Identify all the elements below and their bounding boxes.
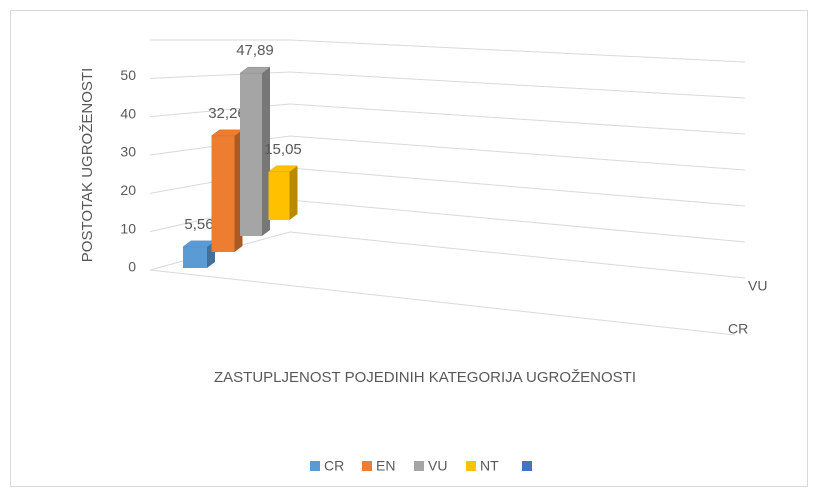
bar-front [268,171,290,220]
y-tick-label: 50 [120,67,136,83]
legend-label: VU [428,458,447,474]
x-axis-title: ZASTUPLJENOST POJEDINIH KATEGORIJA UGROŽ… [214,369,636,386]
grid-line [149,103,746,135]
legend-swatch [310,461,320,471]
data-label: 5,56 [184,216,213,233]
legend-label: CR [324,458,344,474]
chart-border [10,10,808,487]
y-axis-title: POSTOTAK UGROŽENOSTI [79,68,96,262]
y-tick-label: 0 [128,259,136,275]
legend-label: NT [480,458,499,474]
data-label: 15,05 [264,141,302,158]
bar-front [240,73,262,236]
bar-side [262,67,270,236]
y-tick-label: 30 [120,144,136,160]
bar-top [267,165,299,173]
bar [267,165,299,220]
bar-front [183,246,207,268]
legend-swatch [522,461,532,471]
data-label: 47,89 [236,42,274,59]
legend-swatch [414,461,424,471]
bar [182,240,216,268]
legend: CR EN VU NT [310,458,499,474]
bar-side [289,165,298,220]
bar [210,129,244,252]
bar [239,66,271,236]
legend-label: EN [376,458,395,474]
grid-line [149,135,746,171]
legend-swatch [466,461,476,471]
y-tick-label: 10 [120,220,136,236]
bar-top [239,66,271,74]
y-tick-label: 40 [120,105,136,121]
bar-front [211,135,235,252]
depth-label: CR [728,321,748,337]
legend-swatch [362,461,372,471]
depth-label: VU [748,278,767,294]
wall-top [150,39,746,63]
data-label: 32,26 [208,105,246,122]
grid-line [149,71,746,99]
floor-edge [149,269,736,336]
y-tick-label: 20 [120,182,136,198]
